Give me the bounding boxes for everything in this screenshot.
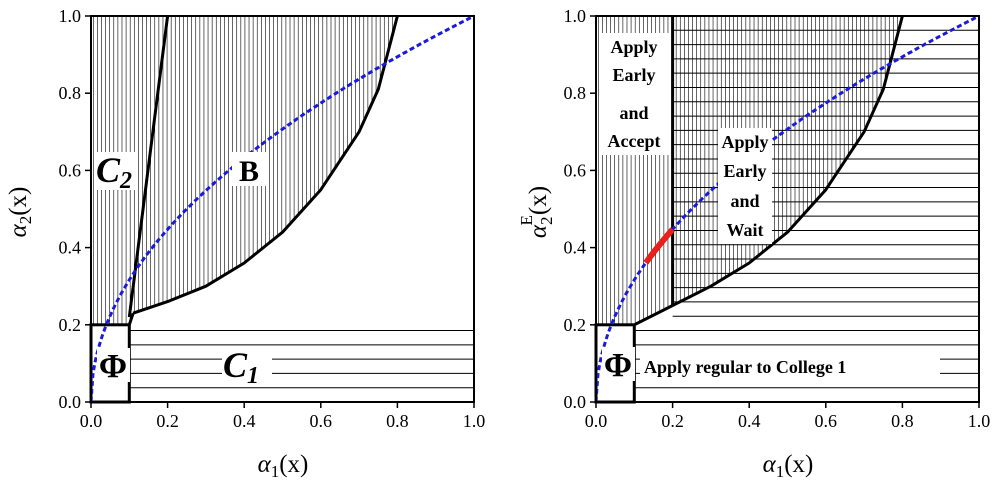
- left-y-tick-label: 0.6: [59, 160, 82, 180]
- right-wait-label-line-4: Wait: [726, 220, 763, 240]
- right-wait-label-line-3: and: [730, 191, 759, 211]
- right-x-tick-label: 0.6: [815, 411, 838, 431]
- left-hatching: [92, 16, 474, 389]
- right-y-axis-label-alpha: α: [525, 224, 552, 238]
- left-y-tick-label: 0.4: [59, 238, 82, 258]
- left-x-tick-label: 0.8: [386, 411, 409, 431]
- left-x-axis-label: α1(x): [258, 451, 309, 481]
- left-plot-frame: [90, 15, 475, 403]
- right-accept-lower-edge: [633, 304, 674, 327]
- right-y-axis-label-sup: E: [517, 215, 536, 225]
- right-y-tick-label: 0.4: [564, 238, 587, 258]
- left-y-tick-label: 0.0: [59, 392, 82, 412]
- left-x-tick-label: 0.0: [80, 411, 103, 431]
- right-x-axis-label-arg: (x): [784, 451, 813, 478]
- right-x-tick-label: 0.2: [661, 411, 684, 431]
- right-x-tick-label: 0.0: [585, 411, 608, 431]
- left-c2-label-bg: [95, 152, 137, 190]
- right-lower-boundary-curve: [671, 15, 904, 307]
- right-phi-label-bg: [602, 347, 635, 381]
- left-y-tick-label: 0.2: [59, 315, 82, 335]
- left-ticks: 0.0 0.2 0.4 0.6 0.8 1.0 0.0 0.2 0.4 0.6 0.8 1.0: [59, 6, 486, 431]
- right-wait-label-line-1: Apply: [721, 132, 768, 152]
- left-x-tick-label: 0.2: [156, 411, 179, 431]
- right-y-tick-label: 0.6: [564, 160, 587, 180]
- right-x-tick-label: 1.0: [968, 411, 991, 431]
- left-y-axis-label-alpha: α: [5, 223, 32, 237]
- left-lower-boundary-curve: [132, 15, 399, 315]
- right-phi-label: Φ: [604, 347, 632, 384]
- left-x-axis-label-alpha: α: [258, 451, 272, 478]
- left-b-label: B: [239, 155, 259, 188]
- right-plot-frame: [595, 15, 980, 403]
- left-c1-label-bg: [222, 349, 272, 383]
- right-regular-label-bg: [640, 353, 940, 379]
- left-x-axis-label-sub: 1: [271, 462, 280, 481]
- left-phi-label-bg: [97, 348, 130, 382]
- right-y-tick-label: 0.0: [564, 392, 587, 412]
- right-y-tick-label: 0.2: [564, 315, 587, 335]
- right-y-axis-label-arg: (x): [525, 186, 552, 215]
- left-x-tick-label: 1.0: [463, 411, 486, 431]
- left-c2-label: C2: [96, 150, 132, 194]
- right-dashed-curve: [594, 14, 980, 403]
- right-accept-label-line-3: and: [619, 103, 648, 123]
- left-c1-main: C: [223, 345, 248, 385]
- left-dashed-curve: [89, 14, 475, 403]
- right-y-axis-label-sub: 2: [537, 216, 556, 225]
- left-y-axis-label-sub: 2: [16, 216, 35, 225]
- right-accept-label-line-2: Early: [613, 65, 656, 85]
- right-y-tick-label: 0.8: [564, 83, 587, 103]
- right-x-tick-label: 0.8: [891, 411, 914, 431]
- right-accept-label-line-1: Apply: [610, 37, 657, 57]
- right-chart: 0.0 0.2 0.4 0.6 0.8 1.0 0.0 0.2 0.4 0.6 0.8 1.0 Φ A…: [517, 6, 990, 481]
- left-chart: 0.0 0.2 0.4 0.6 0.8 1.0 0.0 0.2 0.4 0.6 0.8 1.0 Φ C…: [5, 6, 485, 481]
- left-c2-main: C: [96, 150, 121, 190]
- right-x-tick-label: 0.4: [738, 411, 761, 431]
- left-c2-b-junction: [127, 312, 135, 326]
- right-accept-label-line-4: Accept: [608, 131, 661, 151]
- left-y-axis-label-arg: (x): [5, 187, 32, 216]
- right-x-axis-label-alpha: α: [763, 451, 777, 478]
- left-phi-label: Φ: [99, 348, 127, 385]
- left-b-label-bg: [232, 152, 266, 186]
- left-y-tick-label: 1.0: [59, 6, 82, 26]
- right-wait-label-line-2: Early: [724, 161, 767, 181]
- right-x-axis-label-sub: 1: [776, 462, 785, 481]
- right-regular-label: Apply regular to College 1: [644, 357, 846, 377]
- right-x-axis-label: α1(x): [763, 451, 814, 481]
- right-highlight-segment: [643, 227, 675, 265]
- right-ticks: 0.0 0.2 0.4 0.6 0.8 1.0 0.0 0.2 0.4 0.6 0.8 1.0: [564, 6, 991, 431]
- left-c1-sub: 1: [247, 363, 259, 389]
- right-accept-label-bg: [600, 33, 669, 155]
- left-c1-label: C1: [223, 345, 259, 389]
- left-y-axis-label: α2(x): [5, 187, 35, 238]
- right-y-axis-label: α2E(x): [517, 186, 556, 238]
- right-wait-label-bg: [718, 128, 772, 244]
- left-c2-right-edge: [127, 15, 170, 318]
- right-y-tick-label: 1.0: [564, 6, 587, 26]
- left-x-axis-label-arg: (x): [279, 451, 308, 478]
- left-x-tick-label: 0.4: [233, 411, 256, 431]
- left-y-tick-label: 0.8: [59, 83, 82, 103]
- left-c2-sub: 2: [119, 168, 132, 194]
- left-x-tick-label: 0.6: [310, 411, 333, 431]
